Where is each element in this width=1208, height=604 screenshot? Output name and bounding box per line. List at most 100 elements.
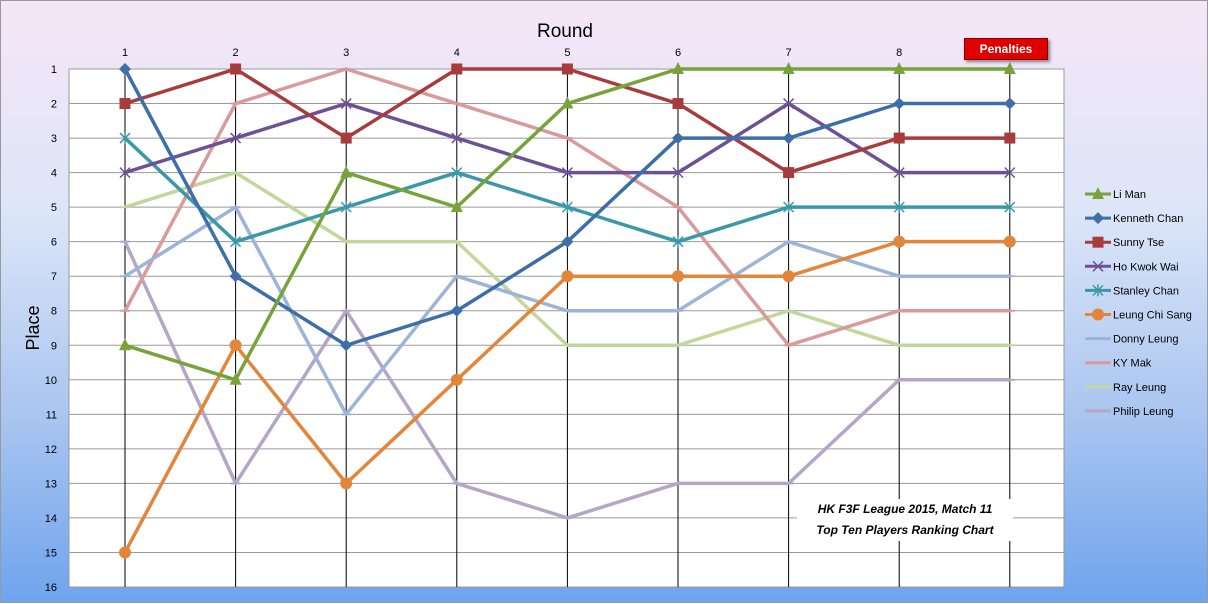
legend-label: Philip Leung	[1113, 406, 1174, 418]
data-point-square	[230, 63, 242, 75]
legend-item: Philip Leung	[1085, 406, 1174, 418]
data-point-diamond	[1003, 97, 1016, 110]
legend-item: Ray Leung	[1085, 382, 1166, 394]
data-point-triangle	[1092, 187, 1104, 199]
legend-label: Sunny Tse	[1113, 237, 1164, 249]
y-tick-label: 7	[51, 271, 57, 283]
y-tick-label: 8	[51, 306, 57, 318]
data-point-x	[230, 132, 242, 144]
data-point-triangle	[340, 165, 353, 178]
legend-label: Stanley Chan	[1113, 285, 1179, 297]
x-tick-label: 3	[343, 47, 349, 59]
data-point-circle	[1092, 308, 1104, 321]
series-leung-chi-sang	[119, 235, 1016, 559]
data-point-square	[1092, 236, 1104, 248]
data-point-diamond	[782, 132, 795, 145]
data-point-diamond	[672, 132, 684, 145]
x-tick-label: 4	[454, 47, 460, 59]
y-tick-label: 13	[45, 478, 57, 490]
y-tick-label: 14	[45, 513, 57, 525]
data-point-diamond	[119, 63, 131, 75]
x-tick-label: 8	[896, 47, 902, 59]
x-tick-label: 7	[786, 47, 792, 59]
y-tick-label: 1	[51, 64, 57, 76]
x-tick-label: 6	[675, 47, 681, 59]
data-point-diamond	[340, 339, 353, 352]
data-point-circle	[119, 546, 131, 559]
legend-label: Donny Leung	[1113, 334, 1178, 346]
data-point-triangle	[893, 62, 906, 74]
data-point-square	[672, 98, 684, 110]
y-tick-label: 15	[45, 547, 57, 559]
legend-item: Kenneth Chan	[1085, 212, 1183, 225]
data-point-diamond	[561, 235, 574, 248]
y-tick-label: 9	[51, 340, 57, 352]
data-point-x	[119, 167, 131, 179]
legend-item: Ho Kwok Wai	[1085, 260, 1179, 273]
data-point-triangle	[672, 62, 684, 74]
series-sunny-tse	[119, 63, 1016, 179]
data-point-square	[783, 167, 795, 179]
x-tick-label: 2	[233, 47, 239, 59]
data-point-x	[451, 132, 463, 144]
data-point-x	[1004, 167, 1016, 179]
data-point-star	[340, 201, 352, 214]
caption-line-1: HK F3F League 2015, Match 11	[817, 502, 993, 516]
y-tick-label: 16	[45, 582, 57, 594]
data-point-diamond	[229, 270, 242, 283]
data-point-star	[783, 201, 795, 214]
y-tick-label: 12	[45, 444, 57, 456]
x-tick-label: 5	[564, 47, 570, 59]
series-donny-leung	[120, 205, 1015, 417]
data-point-diamond	[893, 97, 906, 110]
data-point-x	[672, 167, 684, 179]
data-point-circle	[450, 373, 463, 386]
series-kenneth-chan	[119, 63, 1016, 352]
legend-item: Sunny Tse	[1085, 236, 1164, 249]
x-tick-label: 1	[122, 47, 128, 59]
y-tick-label: 11	[46, 409, 57, 421]
legend-item: Donny Leung	[1085, 334, 1178, 346]
data-point-circle	[229, 339, 242, 352]
y-tick-label: 10	[45, 375, 57, 387]
data-point-star	[1004, 201, 1016, 214]
data-point-diamond	[1092, 212, 1104, 225]
data-point-star	[451, 166, 463, 179]
data-point-star	[119, 132, 131, 145]
y-tick-label: 4	[51, 168, 57, 180]
data-point-triangle	[782, 62, 795, 74]
data-point-x	[1092, 260, 1104, 272]
series-ray-leung	[120, 170, 1015, 348]
legend-item: Stanley Chan	[1085, 284, 1179, 297]
legend-label: Kenneth Chan	[1113, 213, 1183, 225]
data-point-square	[561, 63, 573, 75]
data-point-triangle	[1003, 62, 1016, 74]
penalties-badge: Penalties	[964, 38, 1048, 60]
data-point-triangle	[561, 96, 574, 109]
legend-item: KY Mak	[1085, 358, 1152, 370]
data-point-x	[783, 98, 795, 110]
data-point-circle	[340, 477, 353, 490]
data-point-x	[893, 167, 905, 179]
data-point-square	[119, 98, 131, 110]
legend-label: Ho Kwok Wai	[1113, 261, 1179, 273]
data-point-x	[340, 98, 352, 110]
data-point-square	[893, 132, 905, 144]
caption-line-2: Top Ten Players Ranking Chart	[816, 523, 994, 537]
data-point-star	[672, 235, 684, 248]
chart-caption: HK F3F League 2015, Match 11 Top Ten Pla…	[797, 499, 1013, 541]
data-point-star	[230, 235, 242, 248]
legend-item: Leung Chi Sang	[1085, 308, 1192, 322]
data-point-x	[561, 167, 573, 179]
data-point-circle	[893, 235, 906, 248]
data-point-circle	[561, 270, 574, 283]
data-point-square	[1004, 132, 1016, 144]
data-point-triangle	[229, 372, 242, 385]
data-point-star	[1092, 284, 1104, 297]
legend-label: Ray Leung	[1113, 382, 1166, 394]
y-tick-label: 3	[51, 133, 57, 145]
data-point-triangle	[450, 200, 463, 213]
y-tick-label: 2	[51, 99, 57, 111]
legend-label: Leung Chi Sang	[1113, 310, 1192, 322]
